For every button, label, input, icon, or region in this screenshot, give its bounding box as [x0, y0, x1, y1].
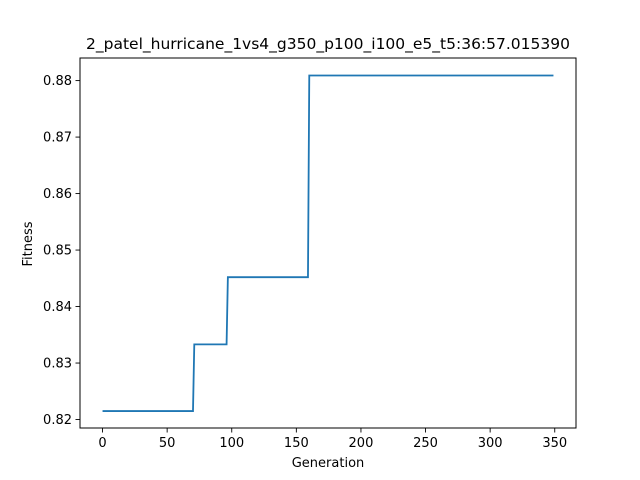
x-tick-label: 200 — [349, 436, 374, 451]
y-tick-label: 0.87 — [43, 131, 72, 146]
x-tick-label: 50 — [159, 436, 176, 451]
y-tick-label: 0.84 — [43, 300, 72, 315]
x-tick-label: 250 — [413, 436, 438, 451]
y-tick-label: 0.86 — [43, 187, 72, 202]
chart-title: 2_patel_hurricane_1vs4_g350_p100_i100_e5… — [86, 35, 570, 54]
plot-area-frame — [79, 57, 577, 429]
x-tick-label: 300 — [478, 436, 503, 451]
y-tick-label: 0.82 — [43, 413, 72, 428]
x-axis-ticks: 0 50 100 150 200 250 300 350 — [98, 428, 567, 451]
x-tick-label: 350 — [542, 436, 567, 451]
y-axis-ticks: 0.82 0.83 0.84 0.85 0.86 0.87 0.88 — [43, 74, 80, 428]
x-tick-label: 100 — [219, 436, 244, 451]
y-tick-label: 0.83 — [43, 357, 72, 372]
x-axis-label: Generation — [292, 456, 365, 471]
series-layer — [102, 74, 554, 412]
x-tick-label: 150 — [284, 436, 309, 451]
x-tick-label: 0 — [98, 436, 106, 451]
y-tick-label: 0.85 — [43, 244, 72, 259]
y-axis-label: Fitness — [21, 221, 36, 266]
fitness-series-line — [102, 74, 554, 412]
y-tick-label: 0.88 — [43, 74, 72, 89]
